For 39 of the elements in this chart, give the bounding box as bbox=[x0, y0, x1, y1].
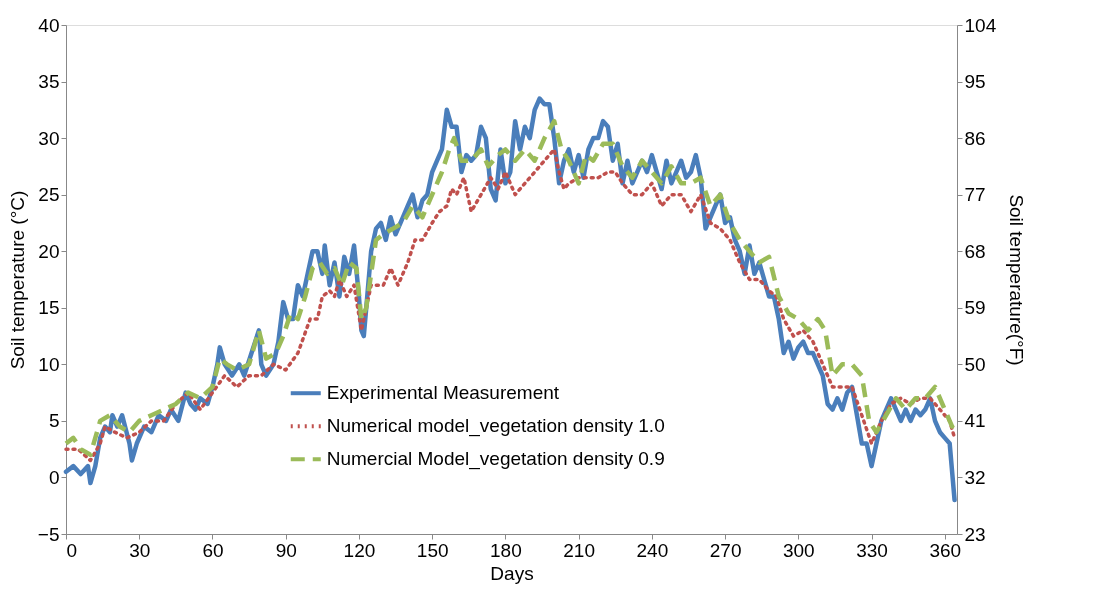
y2-tick-label: 23 bbox=[964, 523, 986, 545]
y2-tick-label: 86 bbox=[964, 127, 986, 149]
y2-tick-label: 41 bbox=[964, 410, 986, 432]
x-tick-label: 270 bbox=[709, 539, 742, 561]
x-tick-label: 300 bbox=[782, 539, 815, 561]
y-tick-label: 5 bbox=[48, 410, 60, 432]
y-tick-label: 0 bbox=[48, 466, 60, 488]
y2-tick-label: 59 bbox=[964, 297, 986, 319]
y2-tick-label: 50 bbox=[964, 353, 986, 375]
y2-tick-label: 32 bbox=[964, 466, 986, 488]
y-tick-label: 20 bbox=[38, 240, 60, 262]
y2-tick-label: 77 bbox=[964, 184, 986, 206]
y-tick-label: 25 bbox=[38, 184, 60, 206]
legend-label: Numerical model_vegetation density 1.0 bbox=[326, 415, 665, 438]
y-axis-title: Soil temperature (°C) bbox=[6, 190, 28, 370]
y2-tick-label: 95 bbox=[964, 71, 986, 93]
x-tick-label: 60 bbox=[202, 539, 224, 561]
y2-tick-label: 104 bbox=[964, 14, 997, 36]
y-tick-label: −5 bbox=[37, 523, 60, 545]
y-tick-label: 15 bbox=[38, 297, 60, 319]
x-tick-label: 330 bbox=[856, 539, 888, 561]
x-tick-label: 30 bbox=[129, 539, 151, 561]
y2-axis-title: Soil temperature(°F) bbox=[1006, 194, 1028, 366]
y-tick-label: 35 bbox=[38, 71, 60, 93]
legend-label: Experimental Measurement bbox=[326, 382, 560, 404]
x-tick-label: 240 bbox=[636, 539, 669, 561]
x-tick-label: 150 bbox=[416, 539, 449, 561]
x-axis-title: Days bbox=[490, 562, 534, 584]
y-tick-label: 30 bbox=[38, 127, 60, 149]
x-tick-label: 210 bbox=[563, 539, 595, 561]
x-tick-label: 90 bbox=[275, 539, 297, 561]
x-tick-label: 360 bbox=[929, 539, 962, 561]
x-tick-label: 0 bbox=[66, 539, 78, 561]
y-tick-label: 10 bbox=[38, 353, 60, 375]
x-tick-label: 120 bbox=[343, 539, 376, 561]
y-tick-label: 40 bbox=[38, 14, 60, 36]
y2-tick-label: 68 bbox=[964, 240, 986, 262]
x-tick-label: 180 bbox=[490, 539, 522, 561]
legend-label: Numercial Model_vegetation density 0.9 bbox=[326, 448, 665, 471]
